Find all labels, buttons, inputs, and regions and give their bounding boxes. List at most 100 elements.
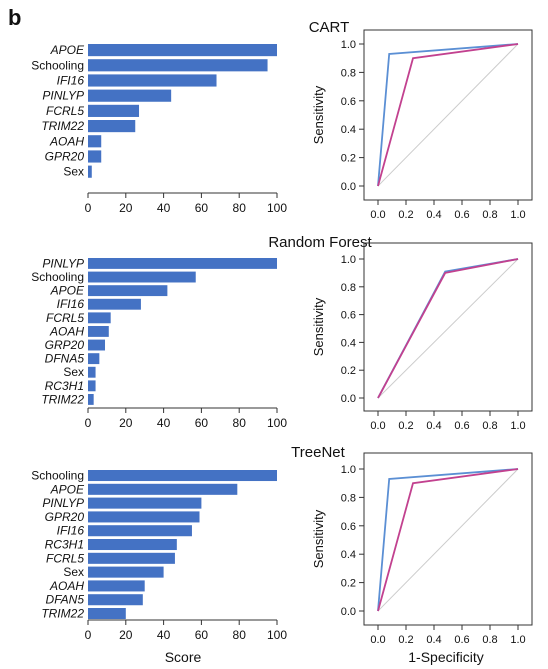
category-label-pinlyp: PINLYP — [42, 496, 84, 510]
y-axis-label: Sensitivity — [311, 509, 326, 568]
roc-curve-blue — [377, 43, 519, 187]
x-tick-label: 60 — [195, 628, 209, 642]
category-label-pinlyp: PINLYP — [42, 89, 84, 103]
bar-fcrl5 — [88, 312, 111, 324]
x-tick-label: 60 — [195, 416, 209, 430]
x-tick-label: 0.2 — [398, 209, 413, 221]
x-tick-label: 20 — [119, 416, 133, 430]
x-tick-label: 0.8 — [482, 420, 497, 432]
category-label-aoah: AOAH — [49, 324, 84, 338]
y-axis-label: Sensitivity — [311, 297, 326, 356]
bar-rc3h1 — [88, 380, 96, 392]
category-label-aoah: AOAH — [49, 579, 84, 593]
bar-ifi16 — [88, 298, 141, 310]
bar-apoe — [88, 44, 277, 57]
plot-frame — [363, 452, 533, 626]
bar-schooling — [88, 470, 277, 482]
category-label-apoe: APOE — [50, 284, 85, 298]
bar-schooling — [88, 59, 268, 72]
bar-aoah — [88, 580, 145, 592]
x-tick-label: 1.0 — [510, 209, 525, 221]
category-label-sex: Sex — [63, 565, 84, 579]
category-label-fcrl5: FCRL5 — [46, 311, 84, 325]
category-label-trim22: TRIM22 — [41, 607, 84, 621]
category-label-gpr20: GPR20 — [45, 510, 85, 524]
x-tick-label: 0.8 — [482, 209, 497, 221]
bar-dfan5 — [88, 594, 143, 606]
category-label-fcrl5: FCRL5 — [46, 104, 84, 118]
category-label-ifi16: IFI16 — [57, 73, 85, 87]
diagonal-reference-line — [377, 43, 519, 187]
bar-rc3h1 — [88, 539, 177, 551]
bar-ifi16 — [88, 525, 192, 537]
category-label-dfna5: DFNA5 — [45, 352, 85, 366]
y-tick-label: 0.8 — [341, 67, 356, 79]
bar-chart-treenet: SchoolingAPOEPINLYPGPR20IFI16RC3H1FCRL5S… — [31, 469, 287, 642]
category-label-gpr20: GPR20 — [45, 149, 85, 163]
category-label-aoah: AOAH — [49, 134, 84, 148]
roc-chart-cart: 0.0 0.2 0.4 0.6 0.8 1.0 0.0 0.2 0.4 0.6 0.8 1.0 Sens… — [311, 29, 533, 221]
panel-letter: b — [8, 5, 21, 30]
bar-sex — [88, 566, 164, 578]
x-tick-label: 0.2 — [398, 420, 413, 432]
x-tick-label: 0.6 — [454, 209, 469, 221]
diagonal-reference-line — [377, 258, 519, 399]
x-tick-label: 1.0 — [510, 420, 525, 432]
roc-curve-blue — [377, 468, 519, 612]
bar-trim22 — [88, 394, 94, 405]
bar-fcrl5 — [88, 552, 175, 564]
y-tick-label: 0.2 — [341, 153, 356, 165]
x-tick-label: 0.2 — [398, 634, 413, 646]
x-tick-label: 0.0 — [370, 420, 385, 432]
x-tick-label: 0.8 — [482, 634, 497, 646]
category-label-schooling: Schooling — [31, 270, 84, 284]
x-tick-label: 0.0 — [370, 209, 385, 221]
category-label-schooling: Schooling — [31, 469, 84, 483]
x-tick-label: 20 — [119, 628, 133, 642]
x-tick-label: 80 — [233, 628, 247, 642]
bar-pinlyp — [88, 258, 277, 269]
x-tick-label: 0.6 — [454, 634, 469, 646]
bar-gpr20 — [88, 150, 102, 163]
category-label-pinlyp: PINLYP — [42, 256, 84, 270]
y-tick-label: 0.6 — [341, 521, 356, 533]
bar-sex — [88, 366, 96, 378]
x-tick-label: 20 — [119, 201, 133, 215]
plot-frame — [363, 242, 533, 412]
bar-trim22 — [88, 608, 126, 620]
roc-curve-magenta — [377, 43, 519, 187]
y-tick-label: 0.2 — [341, 365, 356, 377]
bar-aoah — [88, 326, 109, 337]
y-tick-label: 0.4 — [341, 124, 356, 136]
category-label-trim22: TRIM22 — [41, 392, 84, 406]
x-tick-label: 60 — [195, 201, 209, 215]
category-label-grp20: GRP20 — [45, 338, 85, 352]
x-tick-label: 80 — [233, 416, 247, 430]
x-tick-label: 40 — [157, 416, 171, 430]
category-label-schooling: Schooling — [31, 58, 84, 72]
category-label-ifi16: IFI16 — [57, 297, 85, 311]
y-tick-label: 0.0 — [341, 393, 356, 405]
bar-fcrl5 — [88, 104, 140, 117]
bar-schooling — [88, 271, 196, 283]
category-label-ifi16: IFI16 — [57, 524, 85, 538]
y-axis-label: Sensitivity — [311, 85, 326, 144]
x-tick-label: 0.0 — [370, 634, 385, 646]
y-tick-label: 0.6 — [341, 96, 356, 108]
x-tick-label: 100 — [267, 201, 287, 215]
category-label-rc3h1: RC3H1 — [45, 538, 84, 552]
bar-pinlyp — [88, 89, 172, 102]
x-tick-label: 0 — [85, 201, 92, 215]
x-tick-label: 0.6 — [454, 420, 469, 432]
bar-apoe — [88, 285, 168, 297]
category-label-dfan5: DFAN5 — [46, 593, 85, 607]
y-tick-label: 0.0 — [341, 181, 356, 193]
y-tick-label: 0.8 — [341, 282, 356, 294]
y-tick-label: 1.0 — [341, 254, 356, 266]
bar-chart-random-forest: PINLYPSchoolingAPOEIFI16FCRL5AOAHGRP20DF… — [31, 256, 287, 430]
roc-chart-treenet: 0.0 0.2 0.4 0.6 0.8 1.0 0.0 0.2 0.4 0.6 0.8 1.0 Sens… — [311, 452, 533, 646]
y-tick-label: 0.4 — [341, 549, 356, 561]
x-tick-label: 100 — [267, 628, 287, 642]
